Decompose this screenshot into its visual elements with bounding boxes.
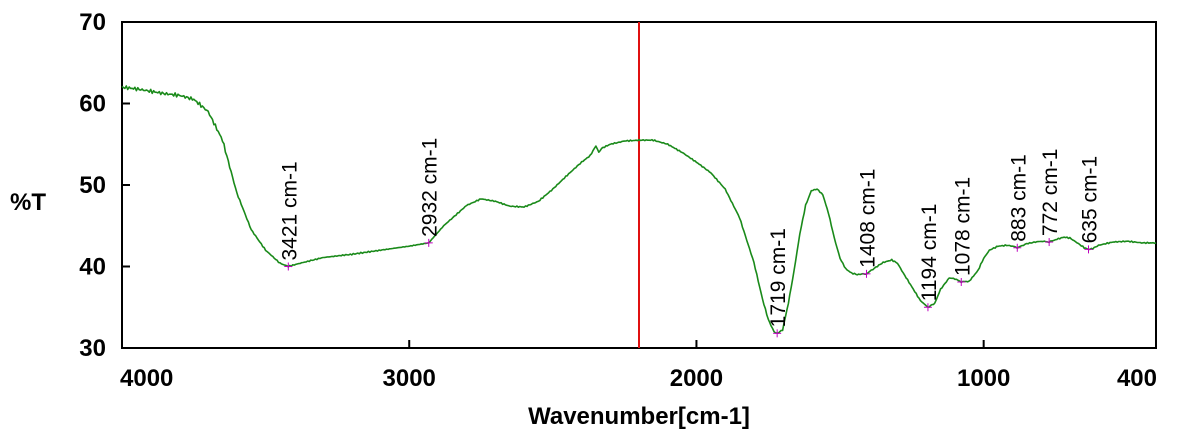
x-tick-label: 400 [1117, 365, 1157, 392]
peak-label: 3421 cm-1 [278, 161, 301, 260]
x-tick-label: 4000 [120, 365, 173, 392]
peak-label: 1719 cm-1 [767, 228, 790, 327]
x-tick-label: 3000 [383, 365, 436, 392]
x-axis-title: Wavenumber[cm-1] [528, 403, 750, 430]
y-tick-label: 30 [79, 335, 106, 362]
peak-label: 1408 cm-1 [856, 169, 879, 268]
y-tick-label: 70 [79, 9, 106, 36]
peak-label: 2932 cm-1 [419, 138, 442, 237]
peak-label: 772 cm-1 [1039, 149, 1062, 237]
peak-label: 1194 cm-1 [918, 204, 941, 302]
y-tick-label: 60 [79, 91, 106, 118]
spectrum-line [121, 85, 1157, 334]
peak-label: 1078 cm-1 [951, 177, 974, 276]
peak-label: 635 cm-1 [1079, 156, 1102, 244]
y-axis-title: %T [10, 189, 46, 216]
y-tick-label: 50 [79, 172, 106, 199]
x-tick-label: 2000 [670, 365, 723, 392]
y-tick-label: 40 [79, 254, 106, 281]
x-tick-label: 1000 [957, 365, 1010, 392]
peak-label: 883 cm-1 [1007, 154, 1030, 242]
